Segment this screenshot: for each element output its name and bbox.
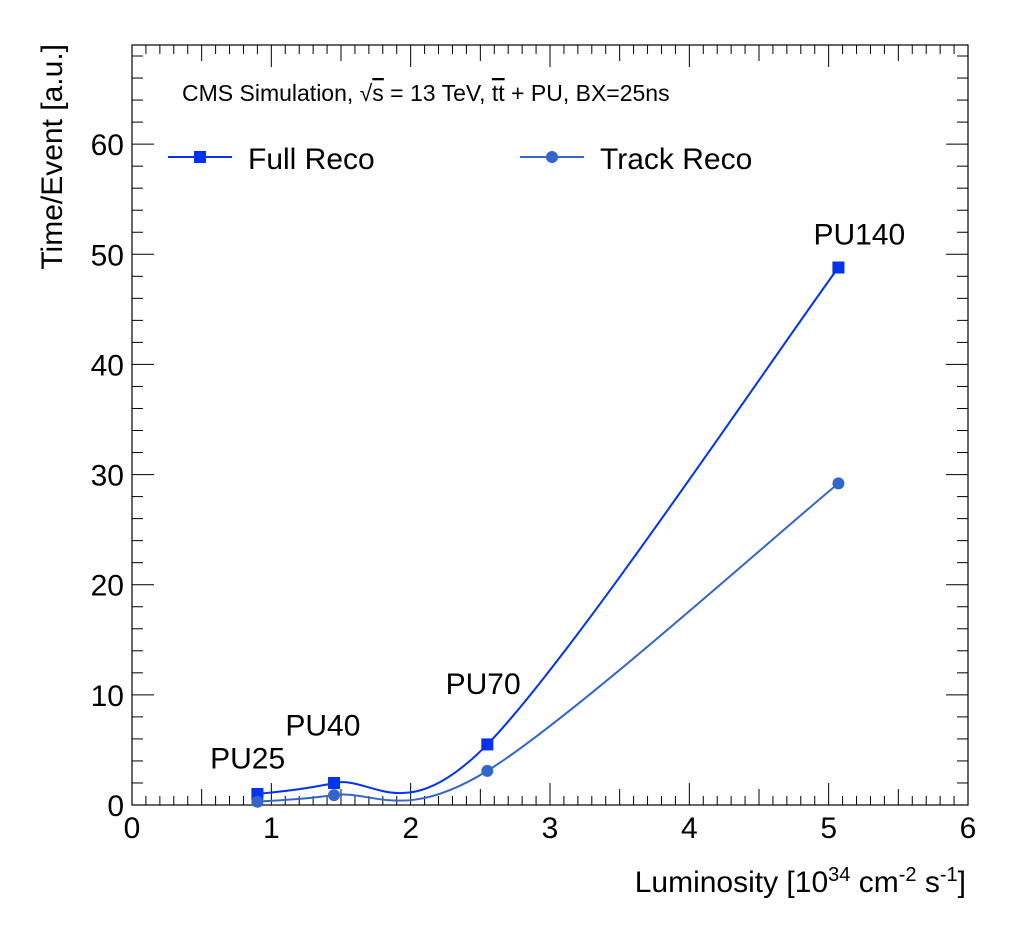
annotation-label: PU40	[285, 710, 360, 743]
data-point-square	[328, 776, 341, 789]
x-tick-label: 2	[402, 812, 419, 845]
legend: Full Reco Track Reco	[168, 143, 752, 176]
annotation-label: PU140	[813, 218, 905, 251]
y-tick-label: 20	[91, 570, 124, 603]
x-tick-label: 4	[681, 812, 698, 845]
x-tick-label: 1	[263, 812, 280, 845]
legend-label-track-reco: Track Reco	[600, 143, 752, 176]
legend-label-full-reco: Full Reco	[248, 143, 375, 176]
x-tick-labels: 0 1 2 3 4 5 6	[124, 812, 977, 845]
annotation-label: PU70	[446, 668, 521, 701]
data-point-circle	[251, 795, 264, 808]
legend-square-marker	[194, 151, 206, 163]
annotation-label: PU25	[210, 743, 285, 776]
legend-circle-marker	[546, 151, 558, 163]
series-line-1	[257, 482, 840, 803]
y-tick-label: 60	[91, 129, 124, 162]
y-tick-labels: 0 10 20 30 40 50 60	[91, 129, 124, 823]
x-tick-label: 3	[542, 812, 559, 845]
series-markers	[251, 261, 845, 808]
legend-item-full-reco: Full Reco	[168, 143, 375, 176]
y-tick-label: 40	[91, 349, 124, 382]
y-axis-title: Time/Event [a.u.]	[36, 44, 69, 270]
legend-item-track-reco: Track Reco	[520, 143, 752, 176]
x-tick-label: 6	[960, 812, 977, 845]
axis-ticks	[131, 45, 969, 806]
y-tick-label: 30	[91, 460, 124, 493]
data-point-square	[832, 261, 845, 274]
data-point-circle	[328, 789, 341, 802]
data-point-circle	[481, 764, 494, 777]
y-tick-label: 0	[107, 790, 124, 823]
x-tick-label: 0	[124, 812, 141, 845]
x-tick-label: 5	[820, 812, 837, 845]
y-tick-label: 10	[91, 680, 124, 713]
y-tick-label: 50	[91, 239, 124, 272]
data-point-square	[481, 738, 494, 751]
x-axis-title: Luminosity [1034 cm-2 s-1]	[635, 864, 966, 899]
ttbar: tt	[492, 80, 505, 106]
sqrt-s: s	[372, 80, 384, 106]
data-point-circle	[832, 477, 845, 490]
chart-header: CMS Simulation, √s = 13 TeV, tt + PU, BX…	[182, 80, 670, 106]
